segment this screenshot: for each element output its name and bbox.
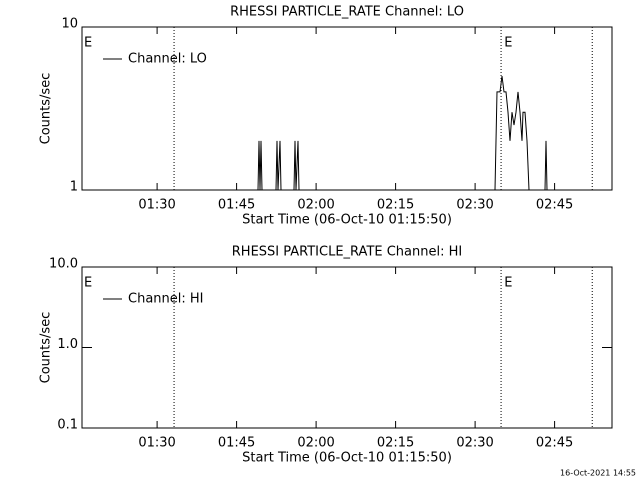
y-tick-label: 10 <box>61 17 78 32</box>
chart-title: RHESSI PARTICLE_RATE Channel: HI <box>232 245 462 260</box>
x-tick-label: 01:30 <box>138 198 175 213</box>
data-line <box>82 76 556 191</box>
y-axis-title: Counts/sec <box>39 312 54 384</box>
y-tick-label: 10.0 <box>49 257 78 272</box>
x-tick-label: 01:30 <box>138 436 175 451</box>
y-axis-title: Counts/sec <box>39 73 54 145</box>
y-tick-label: 1 <box>70 180 78 195</box>
x-tick-label: 02:30 <box>456 436 493 451</box>
x-tick-label: 02:00 <box>297 436 334 451</box>
x-tick-label: 02:15 <box>377 436 414 451</box>
x-axis-title: Start Time (06-Oct-10 01:15:50) <box>242 213 452 228</box>
event-label: E <box>84 36 92 51</box>
x-tick-label: 02:30 <box>456 198 493 213</box>
timestamp: 16-Oct-2021 14:55 <box>560 469 636 478</box>
event-label: E <box>504 36 512 51</box>
x-tick-label: 02:15 <box>377 198 414 213</box>
legend-label: Channel: LO <box>128 52 207 67</box>
x-tick-label: 01:45 <box>218 198 255 213</box>
y-tick-label: 1.0 <box>57 337 78 352</box>
legend-label: Channel: HI <box>128 292 204 307</box>
x-tick-label: 02:45 <box>536 198 573 213</box>
event-label: E <box>84 276 92 291</box>
x-axis-title: Start Time (06-Oct-10 01:15:50) <box>242 451 452 466</box>
x-tick-label: 02:00 <box>297 198 334 213</box>
x-tick-label: 01:45 <box>218 436 255 451</box>
y-tick-label: 0.1 <box>57 418 78 433</box>
x-tick-label: 02:45 <box>536 436 573 451</box>
chart-title: RHESSI PARTICLE_RATE Channel: LO <box>230 5 464 20</box>
event-label: E <box>504 276 512 291</box>
